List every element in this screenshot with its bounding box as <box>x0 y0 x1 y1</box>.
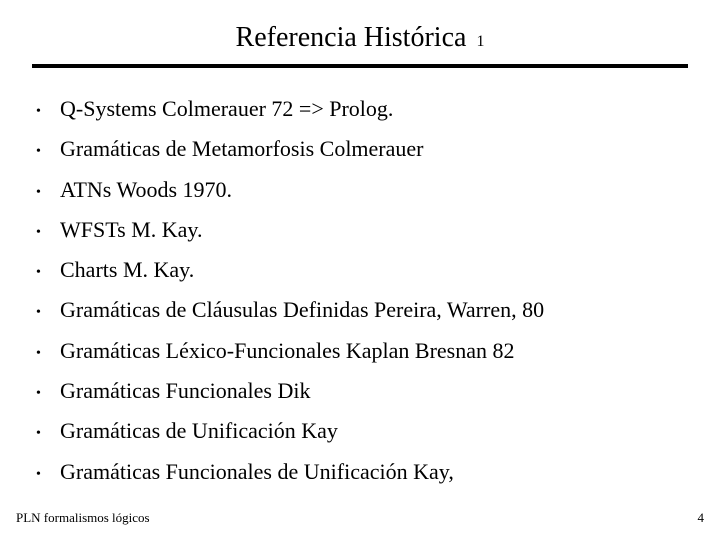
bullet-icon: • <box>36 427 60 441</box>
bullet-icon: • <box>36 387 60 401</box>
footer-left: PLN formalismos lógicos <box>16 510 150 526</box>
list-item: • Gramáticas Funcionales de Unificación … <box>36 459 688 484</box>
list-item: • Charts M. Kay. <box>36 257 688 282</box>
bullet-list: • Q-Systems Colmerauer 72 => Prolog. • G… <box>32 96 688 484</box>
page-number: 4 <box>698 510 705 526</box>
list-item: • Gramáticas Funcionales Dik <box>36 378 688 403</box>
slide-title: Referencia Histórica <box>236 22 467 53</box>
list-item-text: Q-Systems Colmerauer 72 => Prolog. <box>60 96 393 121</box>
list-item-text: Gramáticas de Metamorfosis Colmerauer <box>60 136 423 161</box>
slide: Referencia Histórica 1 • Q-Systems Colme… <box>0 0 720 540</box>
list-item: • Gramáticas de Cláusulas Definidas Pere… <box>36 297 688 322</box>
list-item-text: ATNs Woods 1970. <box>60 177 232 202</box>
list-item-text: Gramáticas Léxico-Funcionales Kaplan Bre… <box>60 338 515 363</box>
slide-title-suffix: 1 <box>476 33 484 50</box>
title-rule <box>32 64 688 68</box>
bullet-icon: • <box>36 186 60 200</box>
list-item: • Gramáticas de Metamorfosis Colmerauer <box>36 136 688 161</box>
bullet-icon: • <box>36 105 60 119</box>
list-item-text: WFSTs M. Kay. <box>60 217 202 242</box>
list-item-text: Gramáticas de Unificación Kay <box>60 418 338 443</box>
list-item: • Gramáticas Léxico-Funcionales Kaplan B… <box>36 338 688 363</box>
bullet-icon: • <box>36 468 60 482</box>
list-item-text: Gramáticas Funcionales de Unificación Ka… <box>60 459 454 484</box>
footer: PLN formalismos lógicos 4 <box>16 510 704 526</box>
bullet-icon: • <box>36 306 60 320</box>
list-item-text: Charts M. Kay. <box>60 257 194 282</box>
bullet-icon: • <box>36 347 60 361</box>
bullet-icon: • <box>36 145 60 159</box>
list-item: • WFSTs M. Kay. <box>36 217 688 242</box>
list-item: • Q-Systems Colmerauer 72 => Prolog. <box>36 96 688 121</box>
bullet-icon: • <box>36 266 60 280</box>
title-block: Referencia Histórica 1 <box>32 22 688 54</box>
list-item: • ATNs Woods 1970. <box>36 177 688 202</box>
list-item-text: Gramáticas Funcionales Dik <box>60 378 311 403</box>
bullet-icon: • <box>36 226 60 240</box>
list-item-text: Gramáticas de Cláusulas Definidas Pereir… <box>60 297 544 322</box>
list-item: • Gramáticas de Unificación Kay <box>36 418 688 443</box>
